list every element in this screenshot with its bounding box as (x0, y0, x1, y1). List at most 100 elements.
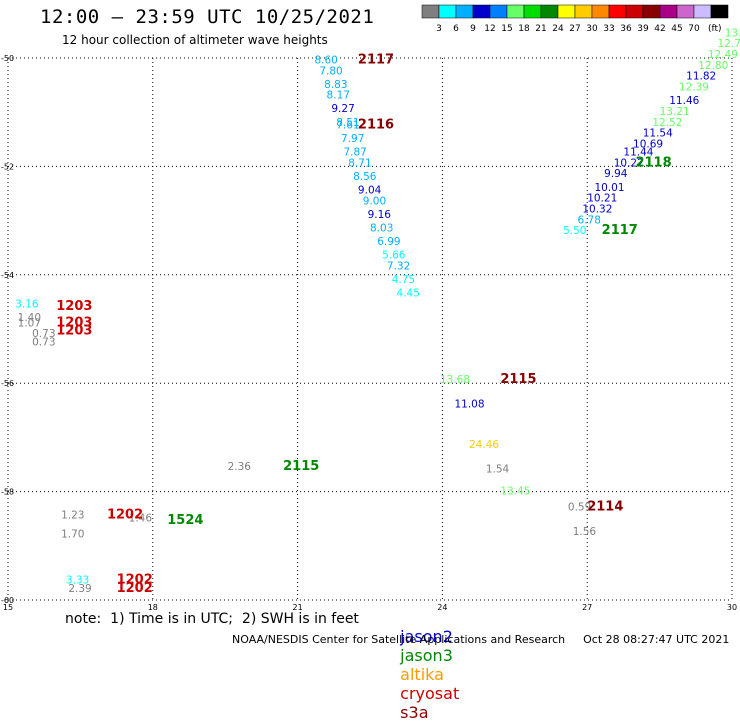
wave-height-value: 8.17 (327, 90, 350, 102)
wave-height-value: 24.46 (469, 439, 499, 451)
wave-height-value: 11.46 (669, 95, 699, 107)
colorbar-swatch (710, 4, 729, 19)
y-tick-label: -60 (1, 596, 14, 605)
y-tick-label: -50 (1, 54, 14, 63)
wave-height-value: 9.04 (358, 185, 382, 197)
wave-height-value: 4.75 (392, 274, 415, 286)
wave-height-value: 4.45 (397, 287, 420, 299)
wave-height-value: 13.21 (660, 106, 690, 118)
wave-height-value: 2.39 (68, 583, 91, 595)
wave-height-value: 12.52 (652, 117, 682, 129)
pass-time-label: 1202 (107, 508, 143, 523)
wave-height-value: 13.7 (725, 27, 740, 39)
pass-time-label: 2116 (358, 117, 394, 132)
wave-height-value: 11.54 (643, 128, 673, 140)
wave-height-value: 0.59 (568, 502, 591, 514)
pass-time-label: 1202 (117, 581, 153, 596)
wave-height-value: 8.03 (370, 222, 393, 234)
wave-height-value: 8.56 (353, 171, 377, 183)
y-tick-label: -54 (1, 271, 14, 280)
y-tick-label: -52 (1, 162, 14, 171)
wave-height-value: 9.27 (331, 103, 354, 115)
wave-height-value: 12.39 (679, 82, 709, 94)
legend-altika: altika (400, 665, 444, 684)
footer: NOAA/NESDIS Center for Satellite Applica… (232, 633, 729, 646)
wave-height-value: 1.54 (486, 464, 510, 476)
wave-height-value: 1.07 (18, 317, 41, 329)
wave-height-value: 12.49 (708, 49, 738, 61)
wave-height-value: 2.36 (228, 461, 252, 473)
colorbar-label: 36 (620, 24, 632, 34)
wave-height-value: 3.33 (66, 575, 89, 587)
colorbar-label: 9 (470, 24, 476, 34)
wave-height-value: 6.78 (578, 214, 601, 226)
wave-height-chart: 15 18 21 24 27 30 -50 -52 -54 -56 -58 -60 8.607.80 8.… (1, 27, 740, 610)
colorbar-label: 39 (637, 24, 649, 34)
wave-height-value: 8.60 (314, 54, 337, 66)
colorbar-label: 18 (518, 24, 530, 34)
x-tick-label: 24 (437, 603, 447, 610)
wave-height-value: 1.23 (61, 510, 84, 522)
wave-height-value: 10.01 (594, 182, 624, 194)
pass-time-label: 1203 (56, 299, 92, 314)
colorbar-label: 33 (603, 24, 614, 34)
colorbar-unit: (ft) (708, 24, 722, 34)
page-subtitle: 12 hour collection of altimeter wave hei… (62, 33, 328, 47)
colorbar-label: 27 (569, 24, 580, 34)
wave-height-value: 7.87 (343, 147, 366, 159)
wave-height-value: 1.70 (61, 529, 84, 541)
wave-height-value: 9.00 (363, 195, 386, 207)
pass-time-label: 1203 (56, 323, 92, 338)
wave-height-value: 13.45 (500, 485, 530, 497)
colorbar-label: 12 (484, 24, 495, 34)
pass-time-label: 2115 (500, 372, 536, 387)
colorbar-label: 42 (654, 24, 665, 34)
wave-height-value: 1.46 (129, 512, 153, 524)
wave-height-value: 11.08 (454, 399, 484, 411)
footer-credit: NOAA/NESDIS Center for Satellite Applica… (232, 633, 566, 646)
footer-timestamp: Oct 28 08:27:47 UTC 2021 (583, 633, 730, 646)
pass-time-label: 2117 (602, 223, 638, 238)
wave-height-value: 10.32 (582, 203, 612, 215)
wave-height-value: 7.80 (319, 65, 342, 77)
wave-height-value: 6.99 (377, 236, 400, 248)
pass-time-label: 1524 (167, 513, 203, 528)
wave-height-value: 1.40 (18, 312, 41, 324)
y-tick-label: -58 (1, 488, 14, 497)
wave-height-value: 12.80 (698, 60, 728, 72)
legend-cryosat: cryosat (400, 684, 460, 703)
colorbar-label: 70 (688, 24, 700, 34)
pass-time-label: 1202 (117, 573, 153, 588)
wave-height-value: 8.83 (324, 79, 347, 91)
note-text: note: 1) Time is in UTC; 2) SWH is in fe… (65, 611, 359, 627)
wave-height-value: 5.50 (563, 225, 586, 237)
wave-height-value: 10.69 (633, 138, 663, 150)
pass-time-label: 1203 (56, 315, 92, 330)
wave-height-value: 7.61 (336, 119, 359, 131)
wave-height-value: 3.16 (15, 298, 39, 310)
x-tick-label: 27 (582, 603, 592, 610)
wave-height-value: 1.56 (573, 526, 597, 538)
colorbar-label: 3 (436, 24, 442, 34)
wave-height-value: 10.22 (614, 157, 644, 169)
y-tick-label: -56 (1, 379, 14, 388)
legend-s3a: s3a (400, 703, 429, 722)
colorbar-label: 45 (671, 24, 682, 34)
wave-height-value: 0.73 (32, 328, 55, 340)
wave-height-value: 11.82 (686, 71, 716, 83)
pass-time-label: 2118 (635, 155, 671, 170)
wave-height-value: 13.68 (440, 374, 470, 386)
wave-height-value: 8.51 (336, 117, 359, 129)
colorbar-label: 21 (535, 24, 546, 34)
wave-height-value: 7.32 (387, 260, 410, 272)
wave-height-value: 10.21 (587, 193, 617, 205)
pass-time-label: 2117 (358, 52, 394, 67)
x-tick-label: 21 (293, 603, 303, 610)
pass-time-label: 2115 (283, 459, 319, 474)
x-tick-label: 15 (3, 603, 13, 610)
page-title: 12:00 – 23:59 UTC 10/25/2021 (40, 6, 375, 28)
colorbar-label: 15 (501, 24, 512, 34)
colorbar-label: 24 (552, 24, 564, 34)
x-tick-label: 18 (148, 603, 158, 610)
satellite-legend: jason2 jason3 altika cryosat s3a (390, 608, 467, 722)
